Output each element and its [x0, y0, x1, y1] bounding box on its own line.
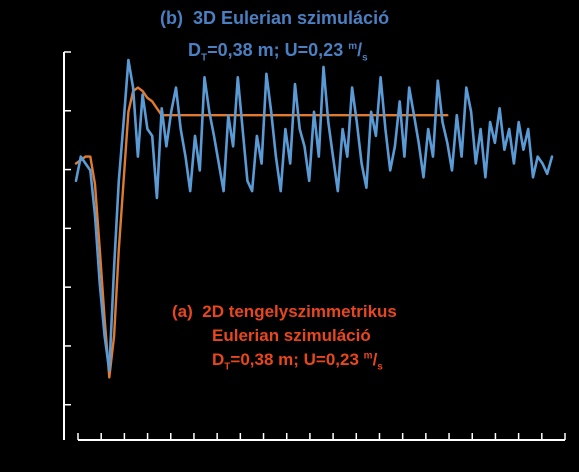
- params-b-sup: m: [348, 41, 358, 52]
- legend-a-params: DT=0,38 m; U=0,23 m/s: [212, 350, 383, 372]
- title-b-prefix: (b): [160, 8, 183, 28]
- params-a-sub2: s: [377, 361, 383, 373]
- title-b-text: 3D Eulerian szimuláció: [193, 8, 390, 28]
- params-a-mid: =0,38 m; U=0,23: [230, 350, 364, 369]
- series-2d-line: [74, 86, 449, 379]
- legend-a-line1: (a) 2D tengelyszimmetrikus: [172, 302, 397, 322]
- params-a-slash: /: [372, 350, 378, 369]
- params-b-sub: T: [201, 52, 208, 64]
- legend-a-prefix: (a): [172, 302, 193, 321]
- params-a-sup: m: [363, 350, 373, 362]
- params-b: DT=0,38 m; U=0,23 m/s: [188, 40, 368, 64]
- legend-a-text1: 2D tengelyszimmetrikus: [202, 302, 397, 321]
- legend-a-text2: Eulerian szimuláció: [212, 326, 371, 345]
- chart-axes: [63, 51, 566, 441]
- params-b-d: D: [188, 40, 201, 60]
- series-3d-line: [74, 58, 554, 372]
- params-b-mid: =0,38 m; U=0,23: [207, 40, 349, 60]
- chart-series: [74, 58, 554, 379]
- params-a-d: D: [212, 350, 225, 369]
- legend-a-line2: Eulerian szimuláció: [212, 326, 371, 346]
- params-b-slash: /: [357, 40, 363, 60]
- title-b: (b) 3D Eulerian szimuláció: [160, 8, 389, 29]
- params-b-sub2: s: [362, 52, 368, 64]
- params-a-sub: T: [224, 361, 231, 373]
